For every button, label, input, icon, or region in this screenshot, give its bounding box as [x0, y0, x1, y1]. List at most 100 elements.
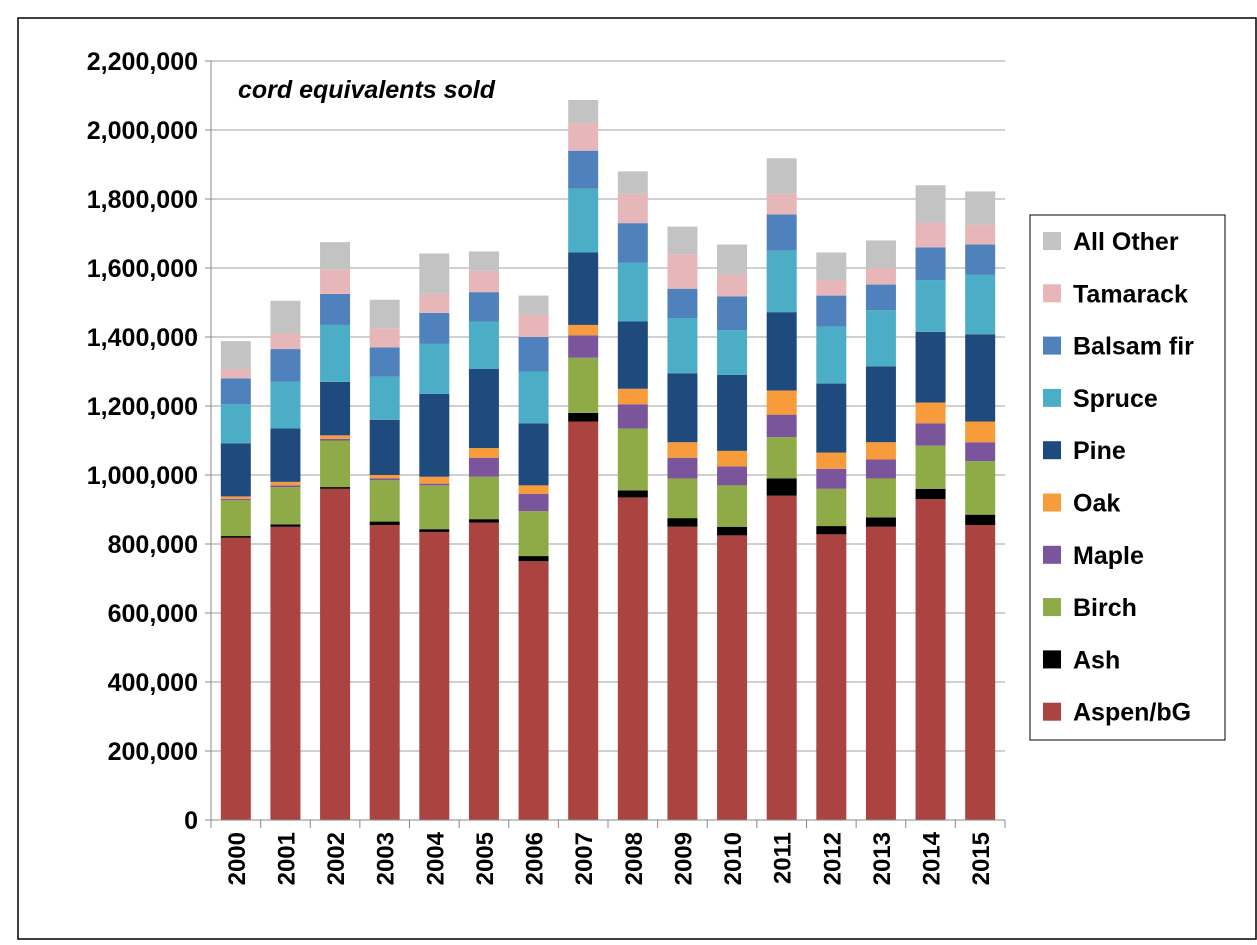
bar-segment: [419, 293, 450, 313]
bar-segment: [468, 448, 499, 458]
x-tick-label: 2001: [273, 832, 300, 885]
bar-segment: [766, 390, 797, 415]
bar-segment: [369, 478, 400, 481]
y-tick-label: 400,000: [108, 669, 198, 697]
legend-label: Aspen/bG: [1073, 699, 1191, 727]
bar-segment: [766, 478, 797, 496]
legend-swatch: [1043, 493, 1061, 512]
bar-segment: [865, 526, 896, 820]
bar-segment: [816, 452, 847, 469]
x-tick-label: 2014: [919, 831, 946, 885]
legend-swatch: [1043, 388, 1061, 407]
bar-segment: [965, 244, 996, 275]
bar-segment: [617, 223, 648, 263]
legend-label: Pine: [1073, 437, 1126, 465]
y-tick-label: 2,000,000: [87, 117, 198, 145]
bar-segment: [369, 480, 400, 522]
bar-segment: [220, 404, 251, 444]
bar-segment: [865, 517, 896, 527]
legend-swatch: [1043, 232, 1061, 250]
x-tick-label: 2004: [422, 831, 449, 885]
bar-segment: [320, 435, 351, 439]
bar-segment: [320, 324, 351, 382]
bar-segment: [568, 252, 599, 325]
bar-segment: [518, 561, 549, 820]
bar-segment: [965, 525, 996, 820]
bar-segment: [617, 388, 648, 405]
bar-segment: [220, 443, 251, 497]
bar-segment: [568, 357, 599, 413]
bar-segment: [717, 535, 748, 820]
bar-segment: [220, 500, 251, 537]
y-tick-label: 1,200,000: [87, 393, 198, 421]
bar-segment: [369, 475, 400, 479]
bar-segment: [518, 423, 549, 486]
legend-label: Maple: [1073, 542, 1144, 570]
bar-segment: [617, 428, 648, 491]
legend-label: All Other: [1073, 228, 1179, 256]
bar-segment: [320, 242, 351, 270]
bar-segment: [965, 514, 996, 526]
bar-segment: [865, 442, 896, 460]
bar-segment: [320, 487, 351, 489]
bar-segment: [667, 526, 698, 820]
legend-swatch: [1043, 650, 1061, 669]
y-tick-label: 1,600,000: [87, 255, 198, 283]
bar-segment: [717, 296, 748, 331]
x-tick-label: 2000: [224, 832, 251, 885]
bar-segment: [915, 402, 946, 424]
bar-segment: [617, 171, 648, 194]
bar-segment: [717, 330, 748, 375]
legend-swatch: [1043, 284, 1061, 303]
bar-segment: [320, 381, 351, 436]
bar-segment: [965, 461, 996, 515]
y-tick-label: 200,000: [108, 738, 198, 766]
legend-label: Ash: [1073, 646, 1120, 674]
bar-segment: [816, 526, 847, 535]
bar-segment: [667, 478, 698, 519]
y-tick-label: 1,400,000: [87, 324, 198, 352]
bar-segment: [965, 334, 996, 422]
bar-segment: [915, 222, 946, 248]
bar-segment: [667, 288, 698, 319]
x-tick-label: 2009: [670, 832, 697, 885]
bar-segment: [369, 521, 400, 526]
bar-segment: [766, 158, 797, 194]
bar-segment: [766, 193, 797, 215]
bar-segment: [667, 518, 698, 527]
legend-label: Birch: [1073, 594, 1137, 622]
bar-segment: [717, 526, 748, 536]
bar-segment: [965, 421, 996, 443]
bar-segment: [419, 393, 450, 477]
bar-segment: [667, 318, 698, 374]
bar-segment: [617, 404, 648, 429]
bar-segment: [220, 536, 251, 538]
bar-segment: [617, 321, 648, 389]
bar-segment: [220, 537, 251, 820]
x-tick-label: 2010: [720, 832, 747, 885]
bar-segment: [667, 442, 698, 458]
bar-segment: [270, 428, 301, 482]
bar-segment: [568, 412, 599, 422]
bar-segment: [220, 378, 251, 405]
bar-segment: [766, 437, 797, 479]
bar-segment: [270, 300, 301, 334]
bar-segment: [518, 314, 549, 337]
bar-segment: [766, 414, 797, 438]
bar-segment: [617, 497, 648, 820]
bar-segment: [369, 525, 400, 820]
bar-segment: [468, 251, 499, 271]
bar-segment: [816, 326, 847, 384]
bar-segment: [667, 457, 698, 479]
bar-segment: [865, 459, 896, 479]
bar-segment: [717, 244, 748, 275]
bar-segment: [270, 333, 301, 350]
bar-segment: [816, 488, 847, 527]
bar-segment: [220, 341, 251, 370]
bar-segment: [915, 445, 946, 489]
legend-swatch: [1043, 702, 1061, 721]
bar-segment: [468, 519, 499, 523]
bar-segment: [965, 274, 996, 335]
bar-segment: [518, 493, 549, 512]
x-tick-label: 2007: [571, 832, 598, 885]
